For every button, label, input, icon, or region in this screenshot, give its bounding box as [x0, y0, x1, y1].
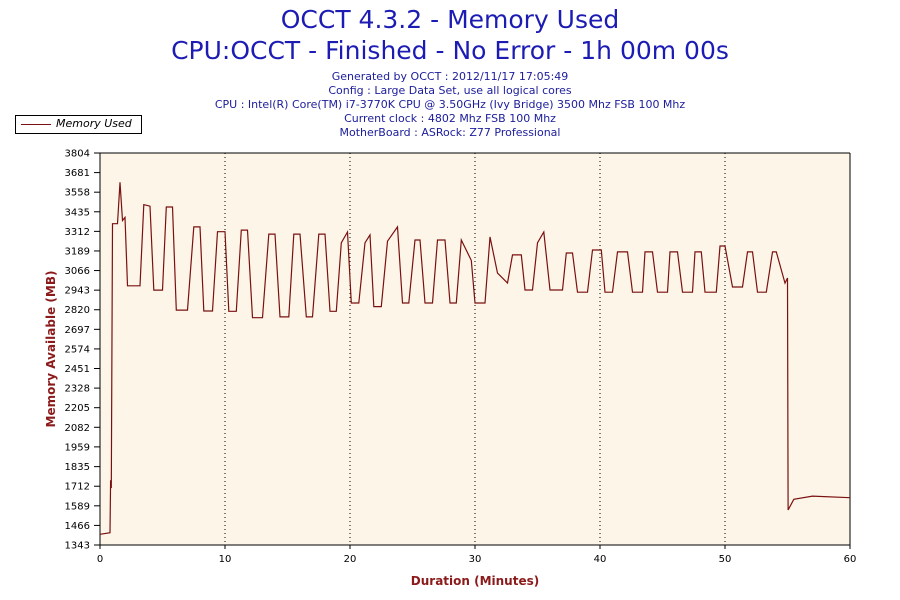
- y-tick-label: 3066: [65, 266, 90, 277]
- y-tick-label: 2574: [65, 344, 90, 355]
- x-tick-label: 30: [469, 554, 482, 565]
- x-tick-label: 0: [97, 554, 103, 565]
- x-axis-label: Duration (Minutes): [411, 574, 539, 588]
- y-tick-label: 3435: [65, 207, 90, 218]
- y-tick-label: 2697: [65, 325, 90, 336]
- y-tick-label: 3312: [65, 227, 90, 238]
- y-tick-label: 2820: [65, 305, 90, 316]
- y-tick-label: 2205: [65, 403, 90, 414]
- chart-title: OCCT 4.3.2 - Memory Used: [280, 5, 620, 34]
- info-clock: Current clock : 4802 Mhz FSB 100 Mhz: [344, 112, 556, 125]
- y-tick-label: 3189: [65, 246, 90, 257]
- info-cpu: CPU : Intel(R) Core(TM) i7-3770K CPU @ 3…: [214, 98, 686, 111]
- info-config: Config : Large Data Set, use all logical…: [328, 84, 572, 97]
- y-axis-label: Memory Available (MB): [44, 271, 58, 428]
- y-tick-label: 1466: [65, 521, 90, 532]
- info-generated: Generated by OCCT : 2012/11/17 17:05:49: [331, 70, 569, 83]
- x-tick-label: 50: [719, 554, 732, 565]
- y-tick-label: 2082: [65, 423, 90, 434]
- y-tick-label: 3681: [65, 168, 90, 179]
- x-tick-label: 60: [844, 554, 857, 565]
- y-tick-label: 1343: [65, 541, 90, 552]
- y-tick-label: 2943: [65, 286, 90, 297]
- x-tick-label: 40: [594, 554, 607, 565]
- chart-subtitle: CPU:OCCT - Finished - No Error - 1h 00m …: [171, 36, 729, 65]
- y-tick-label: 1712: [65, 482, 90, 493]
- legend: Memory Used: [15, 115, 142, 134]
- y-tick-label: 1835: [65, 462, 90, 473]
- x-tick-label: 20: [344, 554, 357, 565]
- y-tick-label: 2328: [65, 384, 90, 395]
- series-line-memory-used: [99, 182, 851, 535]
- y-tick-label: 3804: [65, 149, 90, 160]
- y-tick-label: 2451: [65, 364, 90, 375]
- y-tick-label: 3558: [65, 188, 90, 199]
- info-motherboard: MotherBoard : ASRock: Z77 Professional: [339, 126, 561, 139]
- legend-swatch: [21, 124, 51, 125]
- x-tick-label: 10: [219, 554, 232, 565]
- y-tick-label: 1589: [65, 501, 90, 512]
- legend-label: Memory Used: [56, 117, 132, 130]
- y-tick-label: 1959: [65, 442, 90, 453]
